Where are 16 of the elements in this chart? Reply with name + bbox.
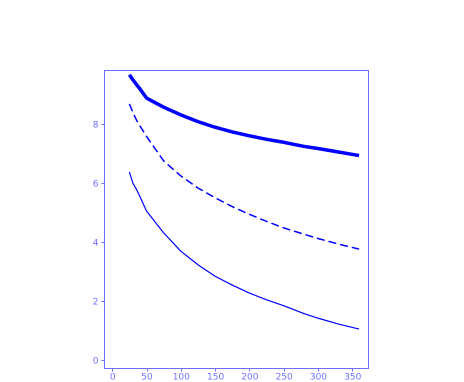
line-series [128,72,361,158]
line-series [128,103,360,250]
y-tick-label: 2 [92,298,98,308]
x-tick-label: 200 [241,372,259,382]
x-tick-label: 50 [141,372,154,382]
x-tick-label: 300 [310,372,328,382]
x-tick-label: 350 [344,372,362,382]
line-series [128,171,360,330]
y-tick-label: 6 [92,180,99,190]
x-tick-label: 0 [110,372,116,382]
x-tick-label: 250 [276,372,294,382]
x-tick-label: 100 [172,372,190,382]
y-tick-label: 0 [92,356,99,367]
y-tick-label: 4 [92,238,99,249]
x-tick-label: 150 [206,372,224,382]
y-tick-label: 8 [92,120,99,130]
